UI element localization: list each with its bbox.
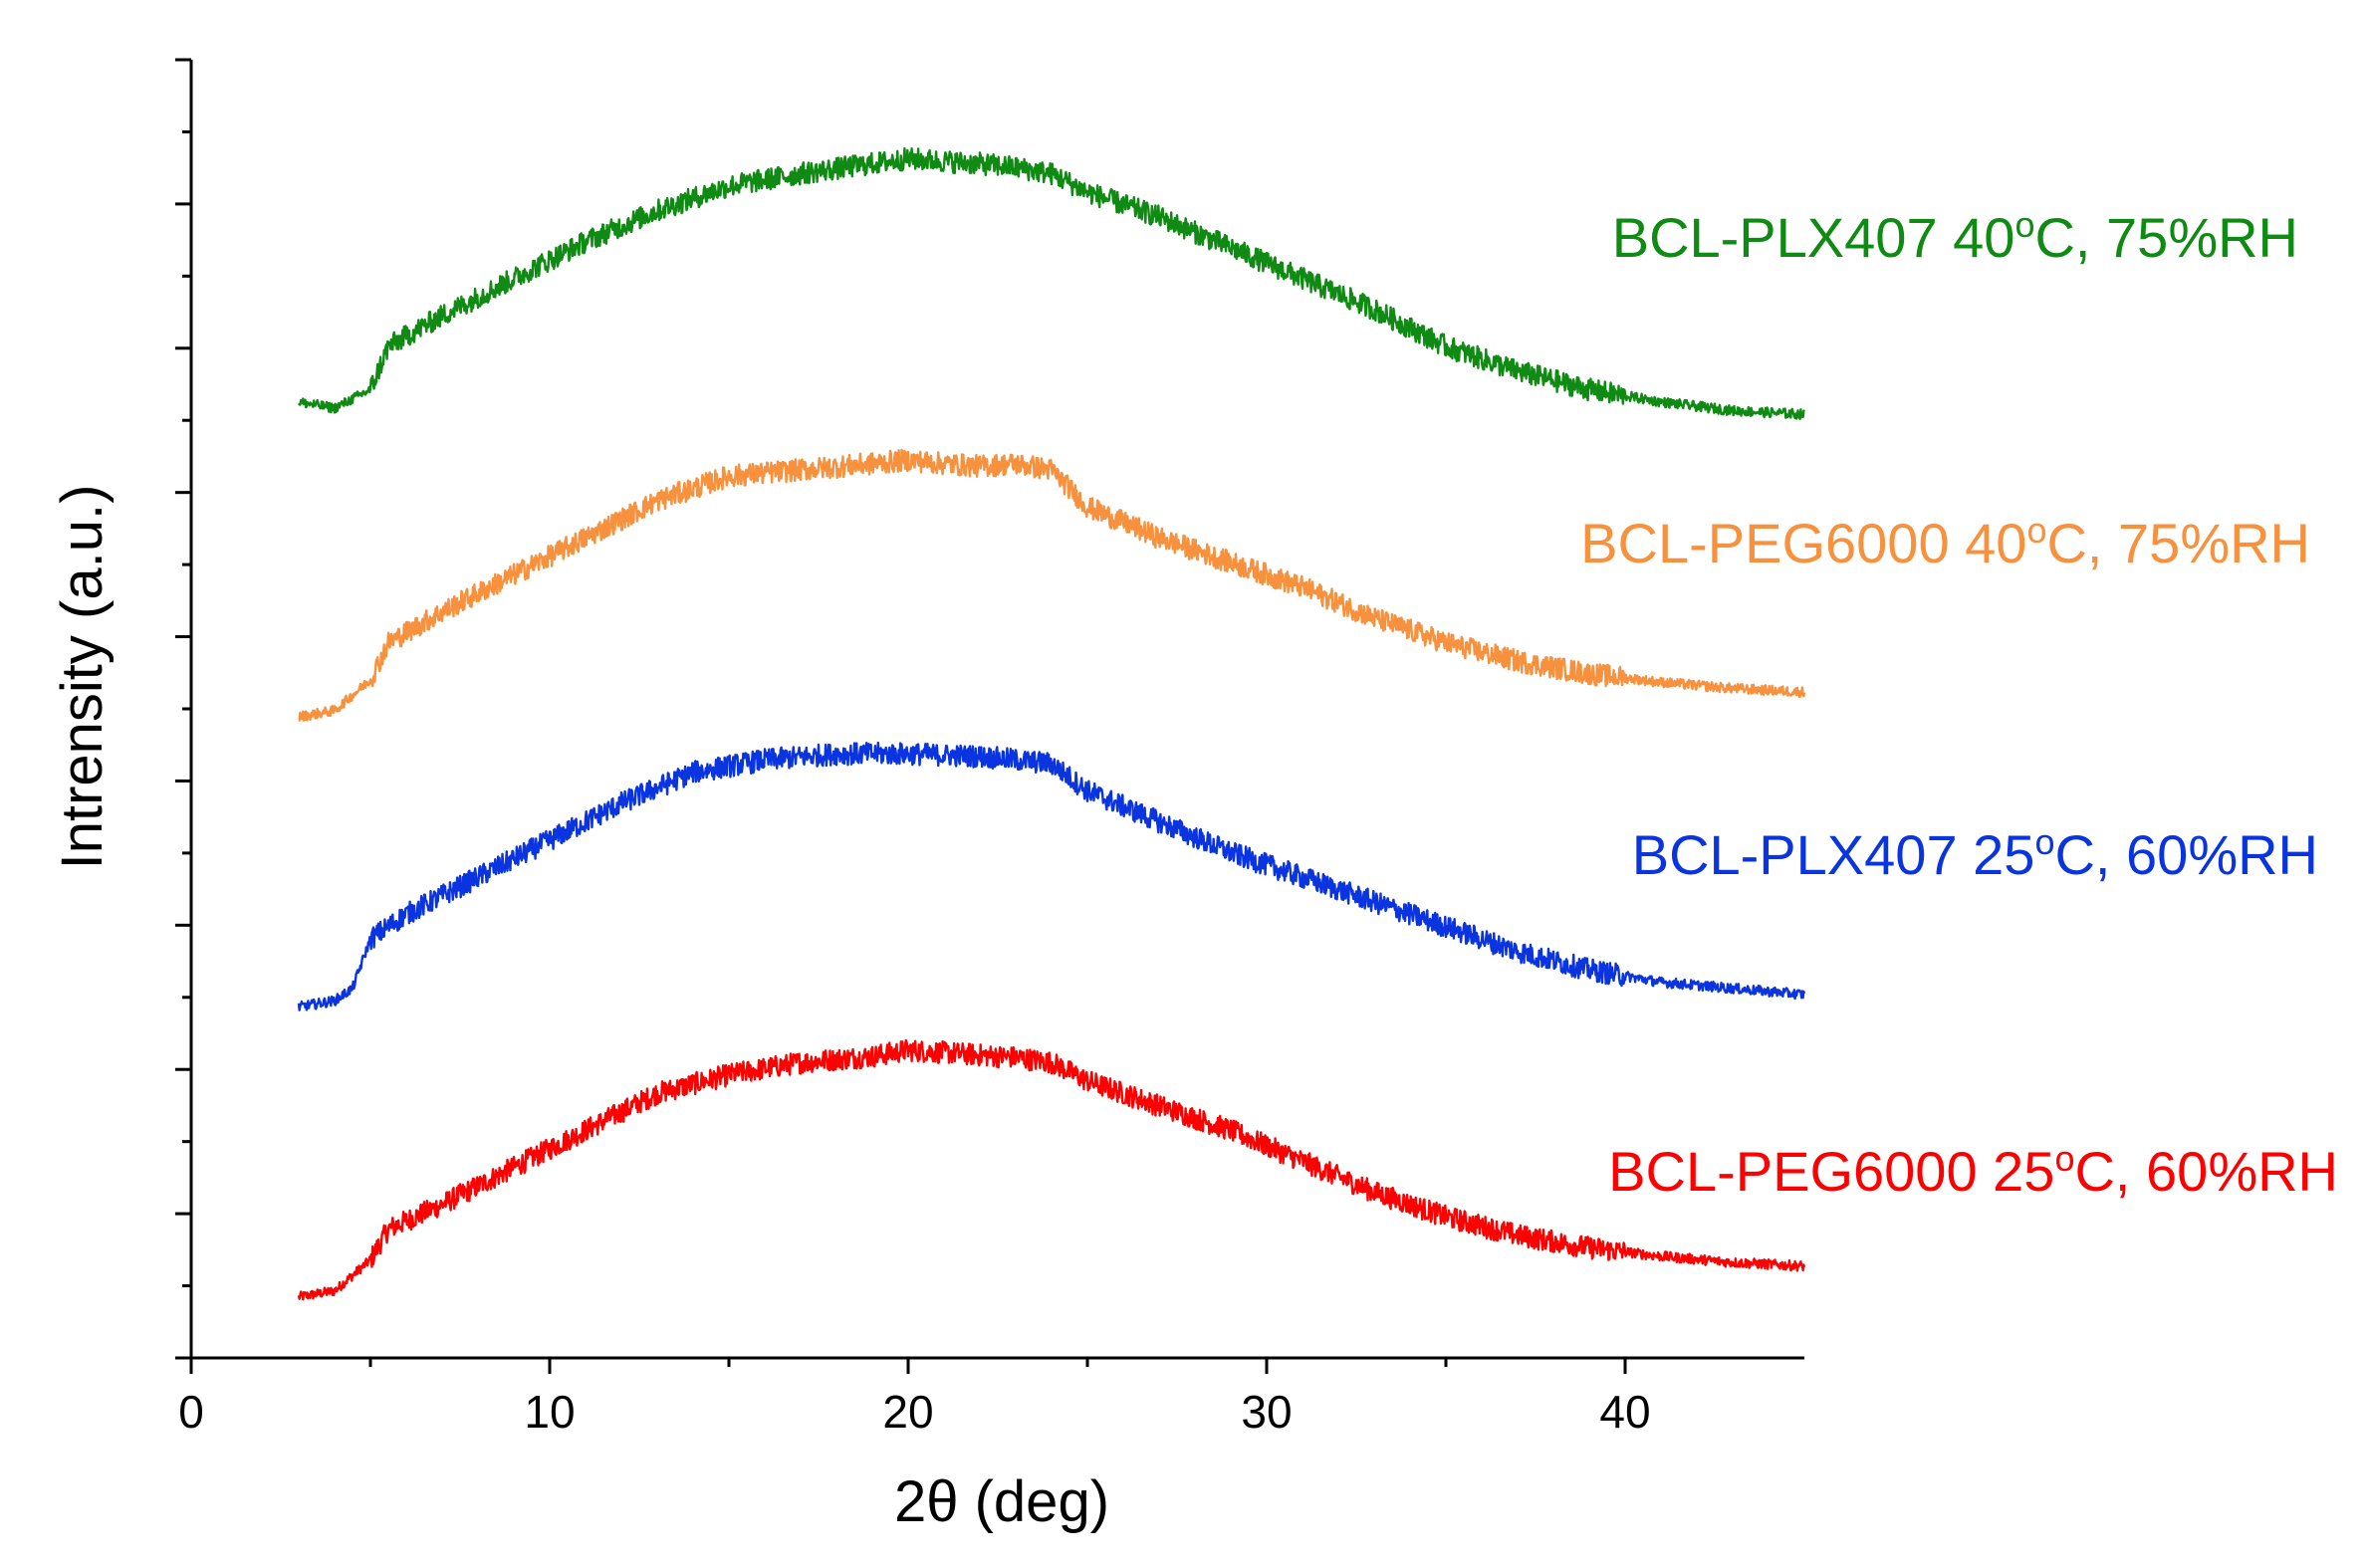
x-tick-label: 30 bbox=[1241, 1386, 1292, 1438]
x-tick-label: 40 bbox=[1599, 1386, 1650, 1438]
series-label-degree: o bbox=[2026, 510, 2046, 551]
series-label-main: BCL-PLX407 25 bbox=[1632, 823, 2035, 886]
series-label-3: BCL-PLX407 40oC, 75%RH bbox=[1612, 204, 2298, 269]
series-label-degree: o bbox=[2034, 821, 2054, 862]
series-layer bbox=[297, 146, 1806, 1301]
y-axis-label: Intrensity (a.u.) bbox=[50, 485, 115, 870]
series-label-2: BCL-PEG6000 40oC, 75%RH bbox=[1580, 510, 2310, 574]
series-label-tail: C, 75%RH bbox=[2034, 206, 2298, 269]
series-line-0 bbox=[297, 1038, 1806, 1301]
series-label-degree: o bbox=[2014, 204, 2034, 245]
series-line-2 bbox=[298, 448, 1806, 722]
x-axis-label: 2θ (deg) bbox=[894, 1469, 1109, 1534]
x-ticks: 0 10 20 30 40 bbox=[178, 1358, 1651, 1438]
series-label-main: BCL-PEG6000 40 bbox=[1580, 512, 2026, 574]
series-label-1: BCL-PLX407 25oC, 60%RH bbox=[1632, 821, 2318, 886]
series-label-main: BCL-PEG6000 25 bbox=[1608, 1140, 2054, 1203]
series-label-degree: o bbox=[2054, 1138, 2074, 1179]
series-label-main: BCL-PLX407 40 bbox=[1612, 206, 2015, 269]
series-label-tail: C, 60%RH bbox=[2054, 823, 2318, 886]
x-tick-label: 20 bbox=[882, 1386, 933, 1438]
series-label-tail: C, 60%RH bbox=[2074, 1140, 2338, 1203]
y-ticks bbox=[175, 58, 191, 1360]
series-label-0: BCL-PEG6000 25oC, 60%RH bbox=[1608, 1138, 2338, 1203]
series-line-1 bbox=[297, 741, 1806, 1011]
series-label-tail: C, 75%RH bbox=[2046, 512, 2310, 574]
x-tick-label: 10 bbox=[524, 1386, 575, 1438]
x-tick-label: 0 bbox=[178, 1386, 204, 1438]
series-line-3 bbox=[297, 146, 1805, 420]
axes bbox=[189, 60, 1804, 1360]
